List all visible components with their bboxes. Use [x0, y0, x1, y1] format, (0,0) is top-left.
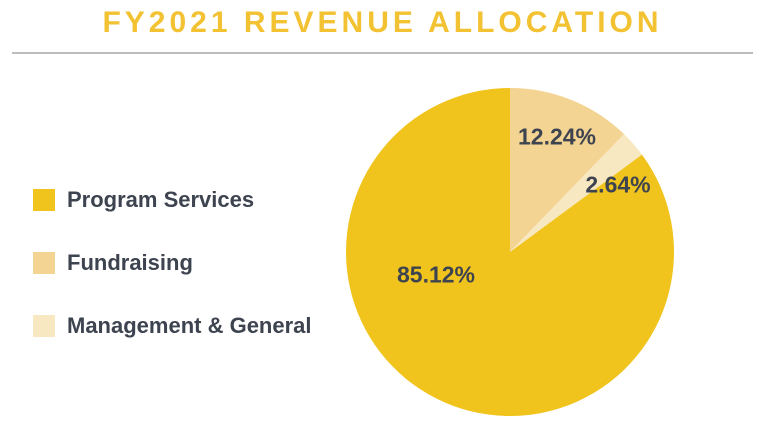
pie-chart: 12.24% 2.64% 85.12% [340, 82, 680, 422]
title-divider [12, 52, 753, 54]
chart-legend: Program Services Fundraising Management … [33, 186, 333, 377]
legend-label: Management & General [67, 312, 312, 338]
legend-swatch-icon [33, 314, 55, 337]
legend-item-program-services[interactable]: Program Services [33, 186, 333, 212]
legend-label: Program Services [67, 186, 255, 212]
legend-swatch-icon [33, 188, 55, 211]
legend-item-fundraising[interactable]: Fundraising [33, 249, 333, 275]
pie-slice-fundraising[interactable] [510, 88, 625, 252]
pie-slices [345, 88, 674, 416]
legend-swatch-icon [33, 251, 55, 274]
legend-label: Fundraising [67, 249, 193, 275]
legend-item-management-general[interactable]: Management & General [33, 312, 333, 338]
pie-slice-management-general[interactable] [510, 134, 642, 252]
pie-slice-program-services[interactable] [345, 88, 674, 416]
page-title: FY2021 REVENUE ALLOCATION [102, 6, 663, 39]
